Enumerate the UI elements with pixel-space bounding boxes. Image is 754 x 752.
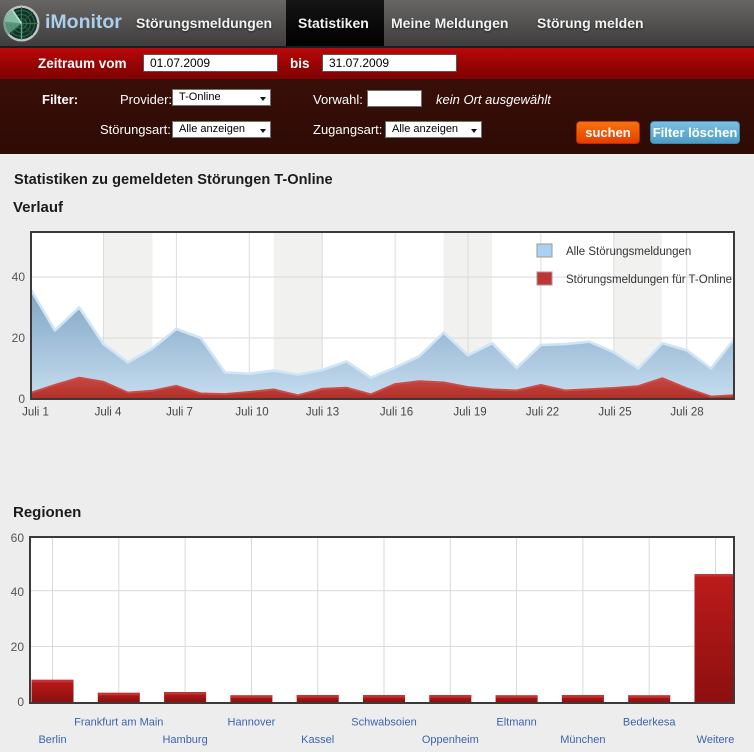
svg-text:Alle Störungsmeldungen: Alle Störungsmeldungen <box>566 246 691 258</box>
svg-text:Juli 7: Juli 7 <box>166 407 193 419</box>
svg-text:Frankfurt am Main: Frankfurt am Main <box>74 717 163 729</box>
svg-text:Hamburg: Hamburg <box>162 734 207 746</box>
svg-text:Eltmann: Eltmann <box>496 717 536 729</box>
svg-text:40: 40 <box>12 270 26 284</box>
svg-text:Hannover: Hannover <box>228 717 276 729</box>
svg-text:Weitere: Weitere <box>697 734 735 746</box>
svg-text:40: 40 <box>11 585 25 599</box>
svg-text:Juli 4: Juli 4 <box>95 407 122 419</box>
svg-text:Störungsmeldungen für T-Online: Störungsmeldungen für T-Online <box>566 274 732 286</box>
svg-text:60: 60 <box>11 531 25 545</box>
svg-text:Bederkesa: Bederkesa <box>623 717 676 729</box>
svg-text:Juli 25: Juli 25 <box>598 407 631 419</box>
svg-text:0: 0 <box>17 695 24 709</box>
svg-text:0: 0 <box>18 392 25 406</box>
svg-text:Juli 16: Juli 16 <box>380 407 413 419</box>
svg-text:20: 20 <box>11 640 25 654</box>
svg-text:Juli 19: Juli 19 <box>453 407 486 419</box>
svg-text:Oppenheim: Oppenheim <box>422 734 479 746</box>
svg-text:20: 20 <box>12 331 26 345</box>
svg-text:Schwabsoien: Schwabsoien <box>351 717 416 729</box>
svg-text:Juli 22: Juli 22 <box>526 407 559 419</box>
svg-text:Juli 28: Juli 28 <box>670 407 703 419</box>
svg-text:Berlin: Berlin <box>38 734 66 746</box>
svg-text:Juli 10: Juli 10 <box>235 407 268 419</box>
svg-text:Juli 1: Juli 1 <box>22 407 49 419</box>
svg-text:Kassel: Kassel <box>301 734 334 746</box>
svg-text:Juli 13: Juli 13 <box>306 407 339 419</box>
svg-text:München: München <box>560 734 605 746</box>
